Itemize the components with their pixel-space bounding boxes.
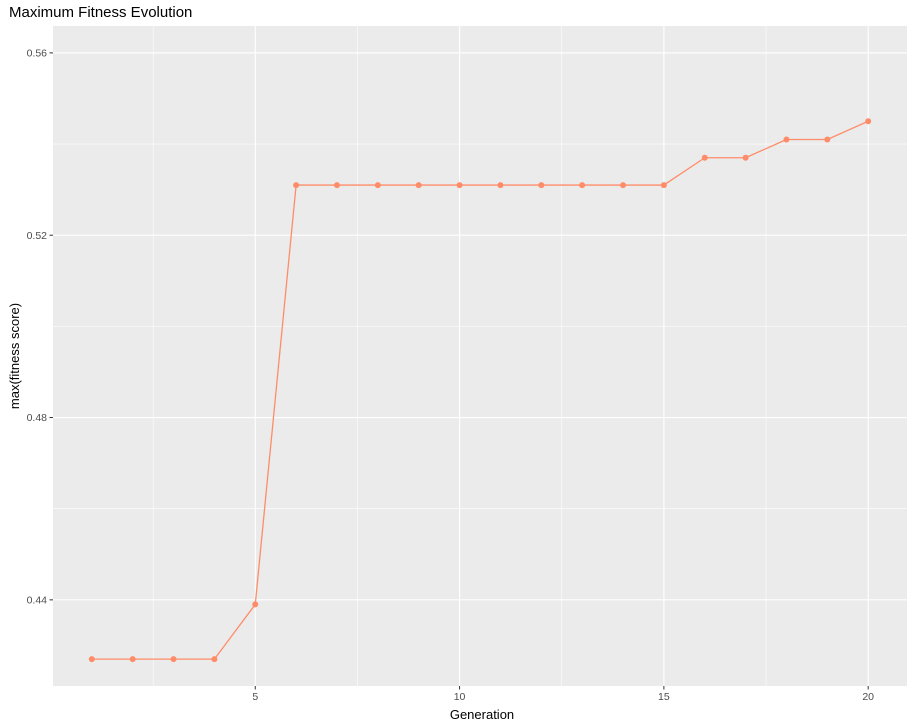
series-layer: [88, 118, 872, 663]
x-tick-label: 5: [252, 691, 258, 703]
minor-gridlines: [53, 26, 907, 686]
data-point: [211, 656, 218, 663]
data-point: [497, 182, 504, 189]
y-axis-title: max(fitness score): [7, 303, 22, 409]
data-point: [865, 118, 872, 125]
data-point: [824, 136, 831, 143]
data-point: [456, 182, 463, 189]
data-point: [415, 182, 422, 189]
data-point: [620, 182, 627, 189]
x-tick-label: 20: [862, 691, 874, 703]
axis-ticks: 5 10 15 20 0.44 0.48 0.52 0.56: [27, 48, 875, 703]
data-point: [88, 656, 95, 663]
data-point: [701, 154, 708, 161]
series-line: [91, 120, 869, 660]
x-axis-title: Generation: [450, 707, 514, 722]
y-tick-label: 0.52: [27, 230, 48, 242]
data-point: [783, 136, 790, 143]
data-point: [538, 182, 545, 189]
x-tick-label: 15: [658, 691, 670, 703]
major-gridlines: [53, 26, 907, 686]
data-point: [374, 182, 381, 189]
data-point: [660, 182, 667, 189]
data-point: [742, 154, 749, 161]
x-tick-label: 10: [454, 691, 466, 703]
data-point: [252, 601, 259, 608]
y-tick-label: 0.48: [27, 412, 48, 424]
y-tick-label: 0.44: [27, 595, 48, 607]
data-point: [333, 182, 340, 189]
data-point: [293, 182, 300, 189]
data-point: [579, 182, 586, 189]
plot-panel: [53, 26, 907, 686]
chart-title: Maximum Fitness Evolution: [9, 4, 192, 21]
data-point: [170, 656, 177, 663]
data-point: [129, 656, 136, 663]
y-tick-label: 0.56: [27, 48, 48, 60]
